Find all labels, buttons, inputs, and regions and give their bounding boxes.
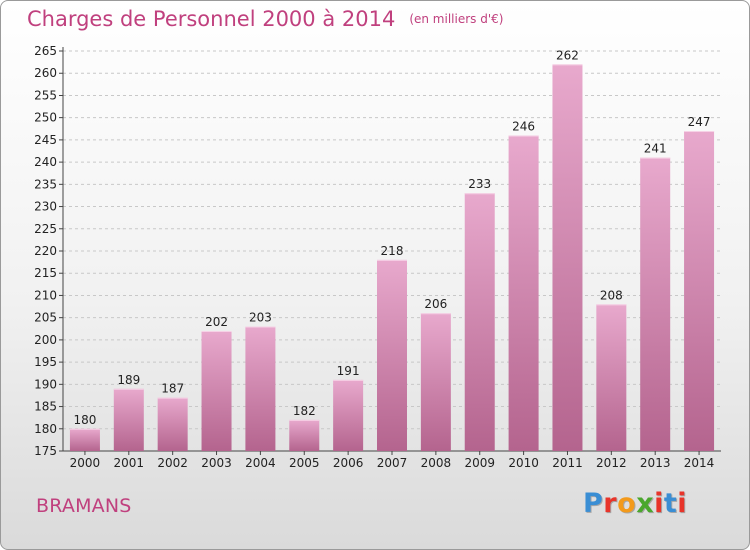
bar [420, 313, 451, 451]
data-label: 182 [293, 404, 316, 418]
x-tick-label: 2005 [289, 456, 320, 470]
data-label: 187 [161, 382, 184, 396]
data-label: 202 [205, 315, 228, 329]
x-tick-label: 2009 [464, 456, 495, 470]
x-tick-label: 2004 [245, 456, 276, 470]
y-tick-label: 210 [34, 288, 57, 302]
x-tick-label: 2007 [377, 456, 408, 470]
y-tick-label: 215 [34, 266, 57, 280]
x-tick-label: 2003 [201, 456, 232, 470]
y-tick-label: 185 [34, 400, 57, 414]
logo-letter: x [636, 488, 655, 519]
x-tick-label: 2000 [70, 456, 101, 470]
y-tick-label: 225 [34, 222, 57, 236]
logo-letter: o [617, 488, 637, 519]
logo-letter: r [603, 488, 618, 519]
bar [684, 131, 715, 451]
data-label: 208 [600, 288, 623, 302]
bar [508, 135, 539, 451]
bar [113, 388, 144, 451]
y-tick-label: 195 [34, 355, 57, 369]
logo-letter: i [677, 488, 688, 519]
y-tick-label: 230 [34, 200, 57, 214]
data-label: 241 [644, 142, 667, 156]
data-label: 233 [468, 177, 491, 191]
y-tick-label: 245 [34, 133, 57, 147]
logo-letter: t [663, 488, 678, 519]
y-tick-label: 175 [34, 444, 57, 458]
x-tick-label: 2010 [508, 456, 539, 470]
x-tick-label: 2011 [552, 456, 583, 470]
unit-note: (en milliers d'€) [409, 12, 504, 26]
data-label: 262 [556, 48, 579, 62]
data-label: 191 [337, 364, 360, 378]
bar [596, 304, 627, 451]
bar [464, 193, 495, 451]
bar [640, 157, 671, 451]
data-label: 206 [424, 297, 447, 311]
bar [69, 428, 100, 451]
x-tick-label: 2012 [596, 456, 627, 470]
y-tick-label: 260 [34, 66, 57, 80]
y-tick-label: 200 [34, 333, 57, 347]
y-tick-label: 190 [34, 377, 57, 391]
y-tick-label: 235 [34, 177, 57, 191]
proxiti-logo: Proxiti [583, 488, 687, 519]
data-label: 247 [688, 115, 711, 129]
x-tick-label: 2013 [640, 456, 671, 470]
y-tick-label: 240 [34, 155, 57, 169]
title-text: Charges de Personnel 2000 à 2014 [27, 7, 396, 31]
town-name: BRAMANS [36, 495, 132, 517]
data-label: 246 [512, 119, 535, 133]
y-tick-label: 265 [34, 44, 57, 58]
bar [157, 397, 188, 451]
logo-letter: P [583, 488, 604, 519]
data-label: 180 [73, 413, 96, 427]
bar [201, 331, 232, 451]
bar [333, 379, 364, 451]
data-label: 218 [381, 244, 404, 258]
data-label: 189 [117, 373, 140, 387]
y-tick-label: 255 [34, 88, 57, 102]
bar [289, 419, 320, 451]
y-tick-label: 180 [34, 422, 57, 436]
x-tick-label: 2001 [114, 456, 145, 470]
bar [552, 64, 583, 452]
x-tick-label: 2008 [421, 456, 452, 470]
y-tick-label: 205 [34, 311, 57, 325]
y-tick-label: 250 [34, 111, 57, 125]
x-tick-label: 2002 [157, 456, 188, 470]
bar [245, 326, 276, 451]
y-tick-label: 220 [34, 244, 57, 258]
logo-letter: i [654, 488, 664, 519]
data-label: 203 [249, 311, 272, 325]
x-tick-label: 2014 [684, 456, 715, 470]
x-tick-label: 2006 [333, 456, 364, 470]
bar [377, 259, 407, 451]
chart-title: Charges de Personnel 2000 à 2014 (en mill… [27, 7, 503, 31]
